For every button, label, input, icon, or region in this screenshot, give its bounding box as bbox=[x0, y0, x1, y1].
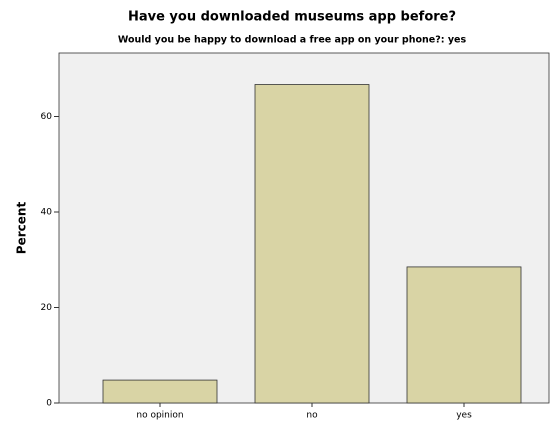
chart-subtitle: Would you be happy to download a free ap… bbox=[118, 35, 467, 46]
y-tick-label: 0 bbox=[46, 399, 52, 409]
y-tick-label: 40 bbox=[41, 208, 53, 218]
y-tick-label: 20 bbox=[41, 303, 53, 313]
y-axis-label: Percent bbox=[15, 202, 29, 255]
x-tick-label: no opinion bbox=[136, 411, 183, 421]
x-tick-label: no bbox=[306, 411, 318, 421]
chart-title: Have you downloaded museums app before? bbox=[128, 10, 456, 25]
bar bbox=[102, 379, 218, 404]
bar bbox=[406, 266, 522, 404]
x-tick-label: yes bbox=[456, 411, 472, 421]
y-tick-label: 60 bbox=[41, 112, 53, 122]
bar bbox=[254, 84, 370, 404]
